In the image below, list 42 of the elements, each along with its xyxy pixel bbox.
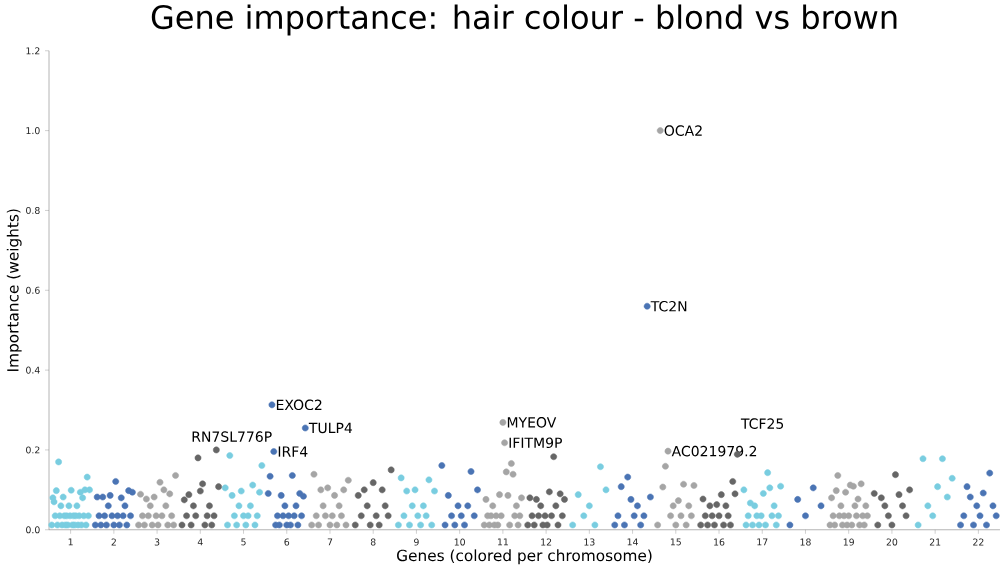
x-tick-label: 4: [197, 538, 203, 546]
x-tick-label: 22: [973, 538, 984, 546]
x-tick-label: 18: [800, 538, 811, 546]
x-tick-label: 3: [154, 538, 160, 546]
annotation: TCF25: [740, 418, 784, 430]
y-tick-label: 0.6: [26, 286, 40, 294]
annotation: RN7SL776P: [192, 431, 272, 443]
x-tick-label: 10: [454, 538, 465, 546]
x-tick-label: 13: [584, 538, 595, 546]
y-tick-label: 1.0: [26, 127, 40, 135]
x-tick-label: 8: [370, 538, 376, 546]
y-axis-title: Importance (weights): [6, 209, 22, 372]
y-tick-label: 0.8: [26, 207, 40, 215]
annotation: IRF4: [278, 446, 308, 457]
y-tick-label: 0.0: [26, 526, 40, 534]
x-tick-label: 20: [886, 538, 898, 546]
chart-title: Gene importance: hair colour - blond vs brown: [151, 4, 897, 36]
y-tick-label: 1.2: [26, 47, 40, 55]
x-tick-label: 12: [541, 538, 552, 546]
x-tick-label: 11: [497, 538, 508, 546]
annotation: TULP4: [308, 422, 353, 434]
x-tick-label: 21: [929, 538, 941, 546]
x-axis-title: Genes (colored per chromosome): [397, 549, 652, 565]
x-tick-label: 17: [757, 538, 768, 546]
annotation: MYEOV: [507, 417, 557, 428]
annotation: EXOC2: [276, 399, 322, 411]
x-tick-label: 19: [843, 538, 854, 546]
x-tick-label: 16: [714, 538, 725, 546]
y-tick-label: 0.2: [26, 446, 40, 454]
x-tick-label: 5: [241, 538, 246, 546]
x-tick-label: 1: [68, 538, 73, 546]
x-tick-label: 15: [670, 538, 681, 546]
x-tick-label: 7: [327, 538, 333, 546]
x-tick-label: 9: [414, 538, 419, 546]
x-tick-label: 14: [627, 538, 638, 546]
y-tick-label: 0.4: [26, 366, 40, 374]
x-tick-label: 2: [111, 538, 116, 546]
x-tick-label: 6: [284, 538, 290, 546]
annotation: OCA2: [664, 125, 702, 137]
annotation: TC2N: [650, 301, 687, 312]
annotation: AC021979.2: [671, 446, 757, 457]
annotation: IFITM9P: [509, 437, 562, 449]
